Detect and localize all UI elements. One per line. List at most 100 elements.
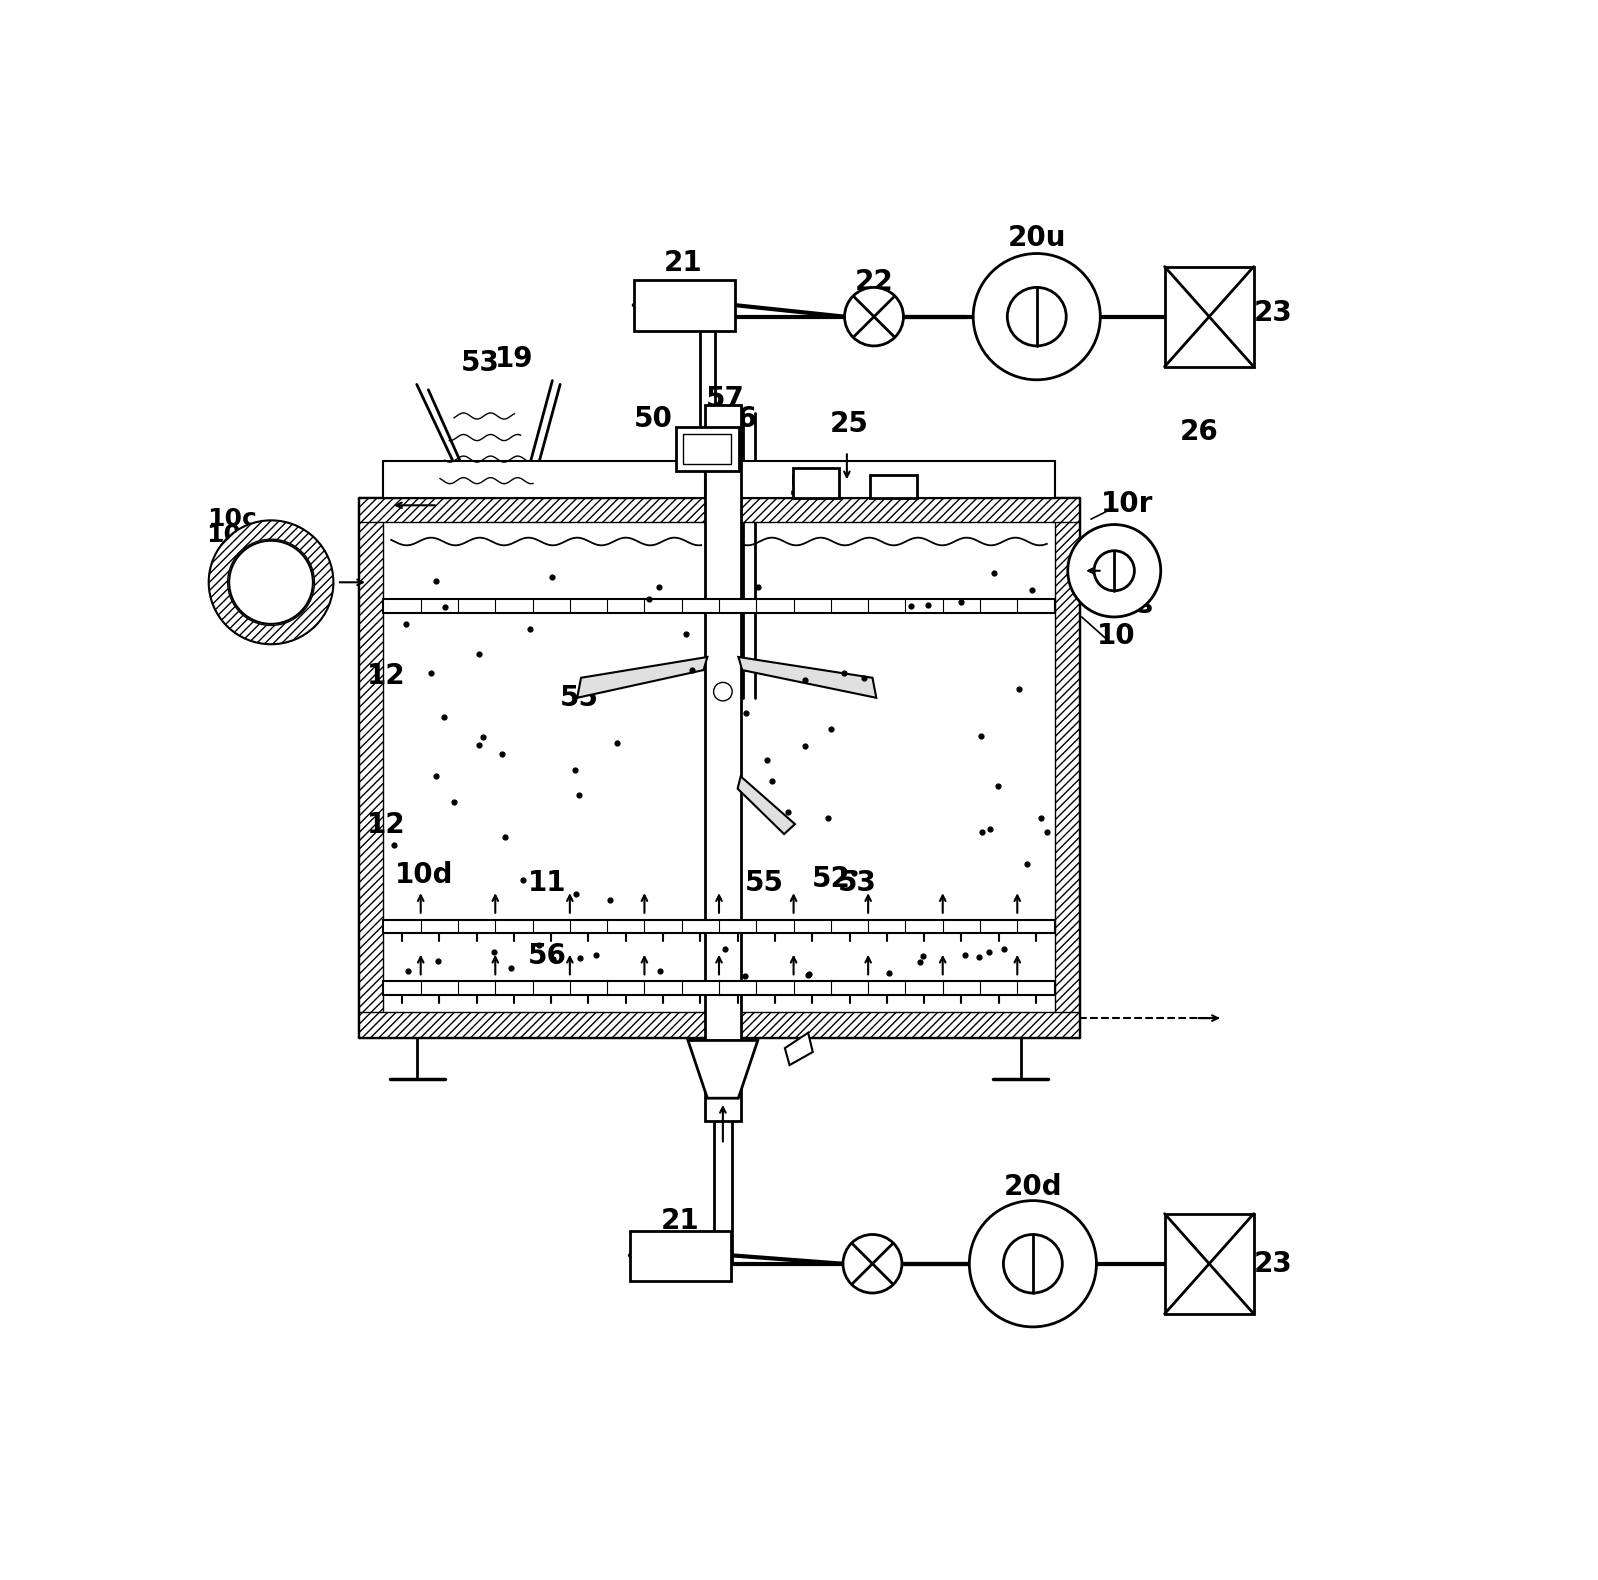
Point bbox=[526, 932, 551, 957]
Point bbox=[797, 961, 823, 986]
Bar bbox=[871, 474, 917, 498]
Text: 10r: 10r bbox=[1101, 490, 1152, 518]
Point bbox=[583, 943, 609, 969]
Text: 10s: 10s bbox=[1099, 591, 1154, 619]
Bar bbox=[705, 404, 741, 1122]
Bar bbox=[384, 981, 1055, 995]
Text: 51: 51 bbox=[789, 474, 828, 502]
Point bbox=[986, 773, 1012, 798]
Point bbox=[952, 943, 978, 969]
Circle shape bbox=[209, 521, 332, 645]
Bar bbox=[741, 461, 1055, 498]
Circle shape bbox=[970, 1201, 1096, 1327]
Point bbox=[791, 667, 817, 692]
Text: 52: 52 bbox=[812, 864, 850, 893]
Point bbox=[759, 768, 785, 793]
Point bbox=[794, 962, 820, 988]
Circle shape bbox=[714, 683, 732, 702]
Point bbox=[540, 946, 566, 972]
Point bbox=[914, 592, 940, 618]
Bar bbox=[1165, 1213, 1254, 1315]
Text: 17: 17 bbox=[871, 474, 909, 502]
Bar bbox=[630, 1231, 730, 1281]
Text: 23: 23 bbox=[1254, 1250, 1293, 1278]
Text: 21: 21 bbox=[665, 248, 703, 276]
Circle shape bbox=[229, 540, 313, 624]
Circle shape bbox=[973, 253, 1101, 379]
Point bbox=[562, 758, 588, 784]
Text: 25: 25 bbox=[829, 411, 869, 438]
Point bbox=[518, 616, 543, 641]
Text: 12: 12 bbox=[366, 811, 404, 839]
Circle shape bbox=[1067, 525, 1160, 616]
Text: 56: 56 bbox=[527, 942, 566, 970]
Point bbox=[746, 574, 772, 599]
Point bbox=[489, 741, 515, 766]
Point bbox=[841, 860, 866, 885]
Point bbox=[754, 747, 780, 773]
Point bbox=[393, 611, 419, 637]
Text: 10: 10 bbox=[1096, 623, 1135, 651]
Text: 11: 11 bbox=[527, 869, 566, 896]
Point bbox=[978, 817, 1004, 842]
Circle shape bbox=[1007, 288, 1066, 346]
Text: 10b: 10b bbox=[248, 537, 300, 562]
Bar bbox=[358, 1011, 1079, 1036]
Point bbox=[441, 790, 467, 815]
Point bbox=[679, 657, 705, 683]
Point bbox=[423, 763, 449, 788]
Circle shape bbox=[844, 1234, 901, 1292]
Point bbox=[1015, 852, 1040, 877]
Point bbox=[510, 867, 535, 893]
Text: 20d: 20d bbox=[1004, 1172, 1063, 1201]
Point bbox=[991, 937, 1016, 962]
Point bbox=[481, 940, 507, 965]
Point bbox=[596, 888, 622, 913]
Point bbox=[898, 594, 924, 619]
Point bbox=[815, 806, 841, 831]
Point bbox=[380, 833, 406, 858]
Text: 10c: 10c bbox=[208, 507, 257, 531]
Text: 53: 53 bbox=[460, 349, 500, 378]
Text: 55: 55 bbox=[745, 869, 783, 896]
Bar bbox=[634, 281, 735, 330]
Point bbox=[948, 589, 973, 615]
Point bbox=[470, 724, 495, 749]
Point bbox=[1029, 806, 1055, 831]
Point bbox=[908, 950, 933, 975]
Point bbox=[395, 959, 420, 984]
Polygon shape bbox=[689, 1041, 757, 1098]
Point bbox=[968, 820, 994, 845]
Point bbox=[876, 961, 901, 986]
Bar bbox=[793, 468, 839, 498]
Point bbox=[562, 882, 588, 907]
Text: 53: 53 bbox=[837, 869, 876, 896]
Bar bbox=[684, 435, 732, 463]
Point bbox=[775, 799, 801, 825]
Text: 19: 19 bbox=[494, 344, 532, 373]
Bar bbox=[1055, 498, 1079, 1036]
Text: 50: 50 bbox=[634, 404, 673, 433]
Text: 10d: 10d bbox=[395, 861, 454, 890]
Point bbox=[1020, 578, 1045, 604]
Text: 22: 22 bbox=[855, 269, 893, 295]
Point bbox=[831, 660, 857, 686]
Point bbox=[419, 660, 444, 686]
Point bbox=[567, 946, 593, 972]
Point bbox=[467, 733, 492, 758]
Point bbox=[967, 945, 992, 970]
Point bbox=[467, 641, 492, 667]
Point bbox=[850, 665, 876, 690]
Point bbox=[711, 935, 737, 961]
Bar bbox=[384, 461, 705, 498]
Bar bbox=[384, 920, 1055, 934]
Point bbox=[793, 733, 818, 758]
Polygon shape bbox=[785, 1033, 813, 1065]
Bar bbox=[384, 599, 1055, 613]
Text: 20u: 20u bbox=[1007, 224, 1066, 253]
Point bbox=[968, 724, 994, 749]
Point bbox=[567, 782, 593, 807]
Bar bbox=[741, 498, 1079, 523]
Point bbox=[732, 964, 757, 989]
Point bbox=[425, 950, 451, 975]
